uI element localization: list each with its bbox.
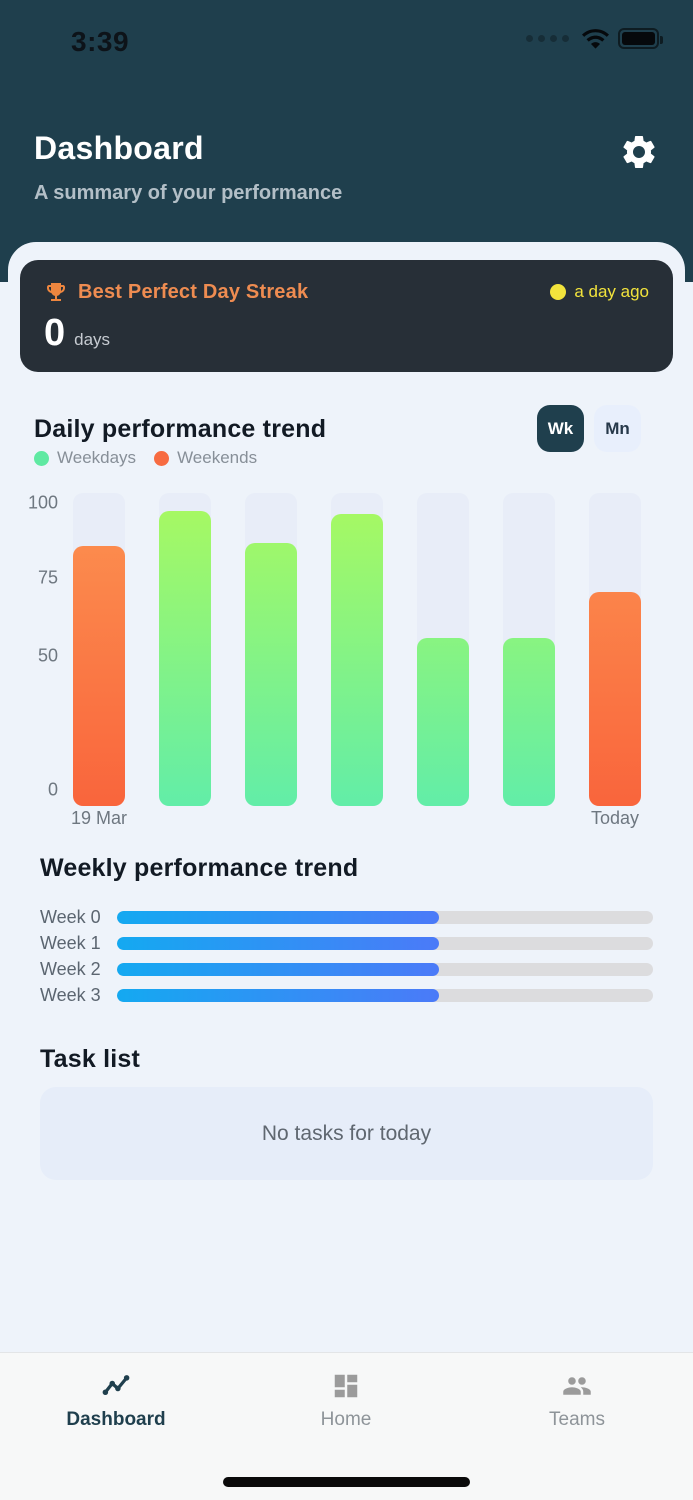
wifi-icon: [582, 29, 609, 49]
progress-track: [117, 910, 653, 924]
streak-card: Best Perfect Day Streak a day ago 0 days: [20, 260, 673, 372]
bar-weekday: [245, 543, 297, 806]
content-sheet: Best Perfect Day Streak a day ago 0 days…: [8, 242, 685, 1500]
week-toggle-button[interactable]: Wk: [537, 405, 584, 452]
bar-slot: [314, 493, 400, 806]
status-bar: 3:39: [0, 18, 693, 62]
week-label: Week 1: [40, 932, 101, 953]
weekly-progress-chart: Week 0 Week 1 Week 2 Week 3: [40, 904, 653, 1008]
bottom-navigation: Dashboard Home Teams: [0, 1352, 693, 1500]
home-indicator[interactable]: [223, 1477, 470, 1487]
bar-slot: [142, 493, 228, 806]
y-axis-tick: 75: [37, 567, 58, 588]
task-list-empty-message: No tasks for today: [261, 1121, 432, 1145]
people-icon: [563, 1377, 591, 1395]
y-axis-tick: 0: [47, 779, 58, 800]
task-list-empty-box: No tasks for today: [40, 1087, 653, 1180]
nav-label-dashboard: Dashboard: [66, 1409, 166, 1430]
task-list-title: Task list: [40, 1045, 140, 1073]
cellular-signal-icon: [526, 35, 569, 42]
period-toggle: Wk Mn: [537, 405, 641, 452]
week-label: Week 3: [40, 984, 101, 1005]
weekly-progress-row: Week 2: [40, 956, 653, 982]
chart-legend: Weekdays Weekends: [34, 448, 257, 468]
daily-trend-title: Daily performance trend: [34, 415, 327, 443]
weekends-legend-dot-icon: [154, 450, 170, 466]
bar-weekday: [503, 638, 555, 806]
x-axis-label: 19 Mar: [70, 808, 128, 828]
week-label: Week 0: [40, 906, 101, 927]
weekends-legend-label: Weekends: [177, 448, 258, 467]
nav-label-teams: Teams: [549, 1409, 605, 1430]
settings-gear-icon[interactable]: [619, 132, 659, 172]
streak-status-text: a day ago: [574, 282, 649, 301]
trend-line-icon: [102, 1375, 130, 1395]
streak-card-title: Best Perfect Day Streak: [78, 280, 309, 303]
nav-item-teams[interactable]: Teams: [497, 1371, 657, 1431]
bar-weekday: [417, 638, 469, 806]
nav-item-home[interactable]: Home: [266, 1371, 426, 1431]
week-label: Week 2: [40, 958, 101, 979]
bar-slot: [228, 493, 314, 806]
progress-fill: [117, 962, 439, 976]
y-axis-tick: 100: [27, 492, 58, 513]
bar-weekend: [589, 592, 641, 806]
weekdays-legend-label: Weekdays: [57, 448, 137, 467]
progress-fill: [117, 936, 439, 950]
bar-slot: [56, 493, 142, 806]
progress-fill: [117, 910, 439, 924]
daily-bar-chart: 100 75 50 0 19 Mar Today: [8, 490, 685, 835]
progress-fill: [117, 988, 439, 1002]
page-subtitle: A summary of your performance: [34, 182, 343, 204]
streak-unit: days: [74, 330, 111, 349]
battery-icon: [618, 28, 663, 49]
page-title: Dashboard: [34, 130, 204, 166]
x-axis-label: Today: [590, 808, 640, 828]
trophy-icon: [47, 283, 65, 301]
bar-slot: [400, 493, 486, 806]
streak-status: a day ago: [550, 282, 649, 302]
nav-label-home: Home: [320, 1409, 372, 1430]
status-dot-icon: [550, 284, 567, 300]
weekdays-legend-dot-icon: [34, 450, 49, 466]
streak-value: 0: [44, 312, 66, 354]
weekly-progress-row: Week 0: [40, 904, 653, 930]
bar-weekday: [331, 514, 383, 806]
weekly-trend-title: Weekly performance trend: [40, 854, 359, 882]
bar-slot: [572, 493, 658, 806]
progress-track: [117, 962, 653, 976]
dashboard-grid-icon: [334, 1374, 358, 1398]
bar-slot: [486, 493, 572, 806]
status-time: 3:39: [71, 26, 130, 57]
month-toggle-button[interactable]: Mn: [594, 405, 641, 452]
weekly-progress-row: Week 1: [40, 930, 653, 956]
progress-track: [117, 988, 653, 1002]
y-axis-tick: 50: [37, 645, 58, 666]
weekly-progress-row: Week 3: [40, 982, 653, 1008]
progress-track: [117, 936, 653, 950]
bar-weekday: [159, 511, 211, 806]
bar-weekend: [73, 546, 125, 806]
nav-item-dashboard[interactable]: Dashboard: [36, 1371, 196, 1431]
header-background: [0, 0, 693, 282]
